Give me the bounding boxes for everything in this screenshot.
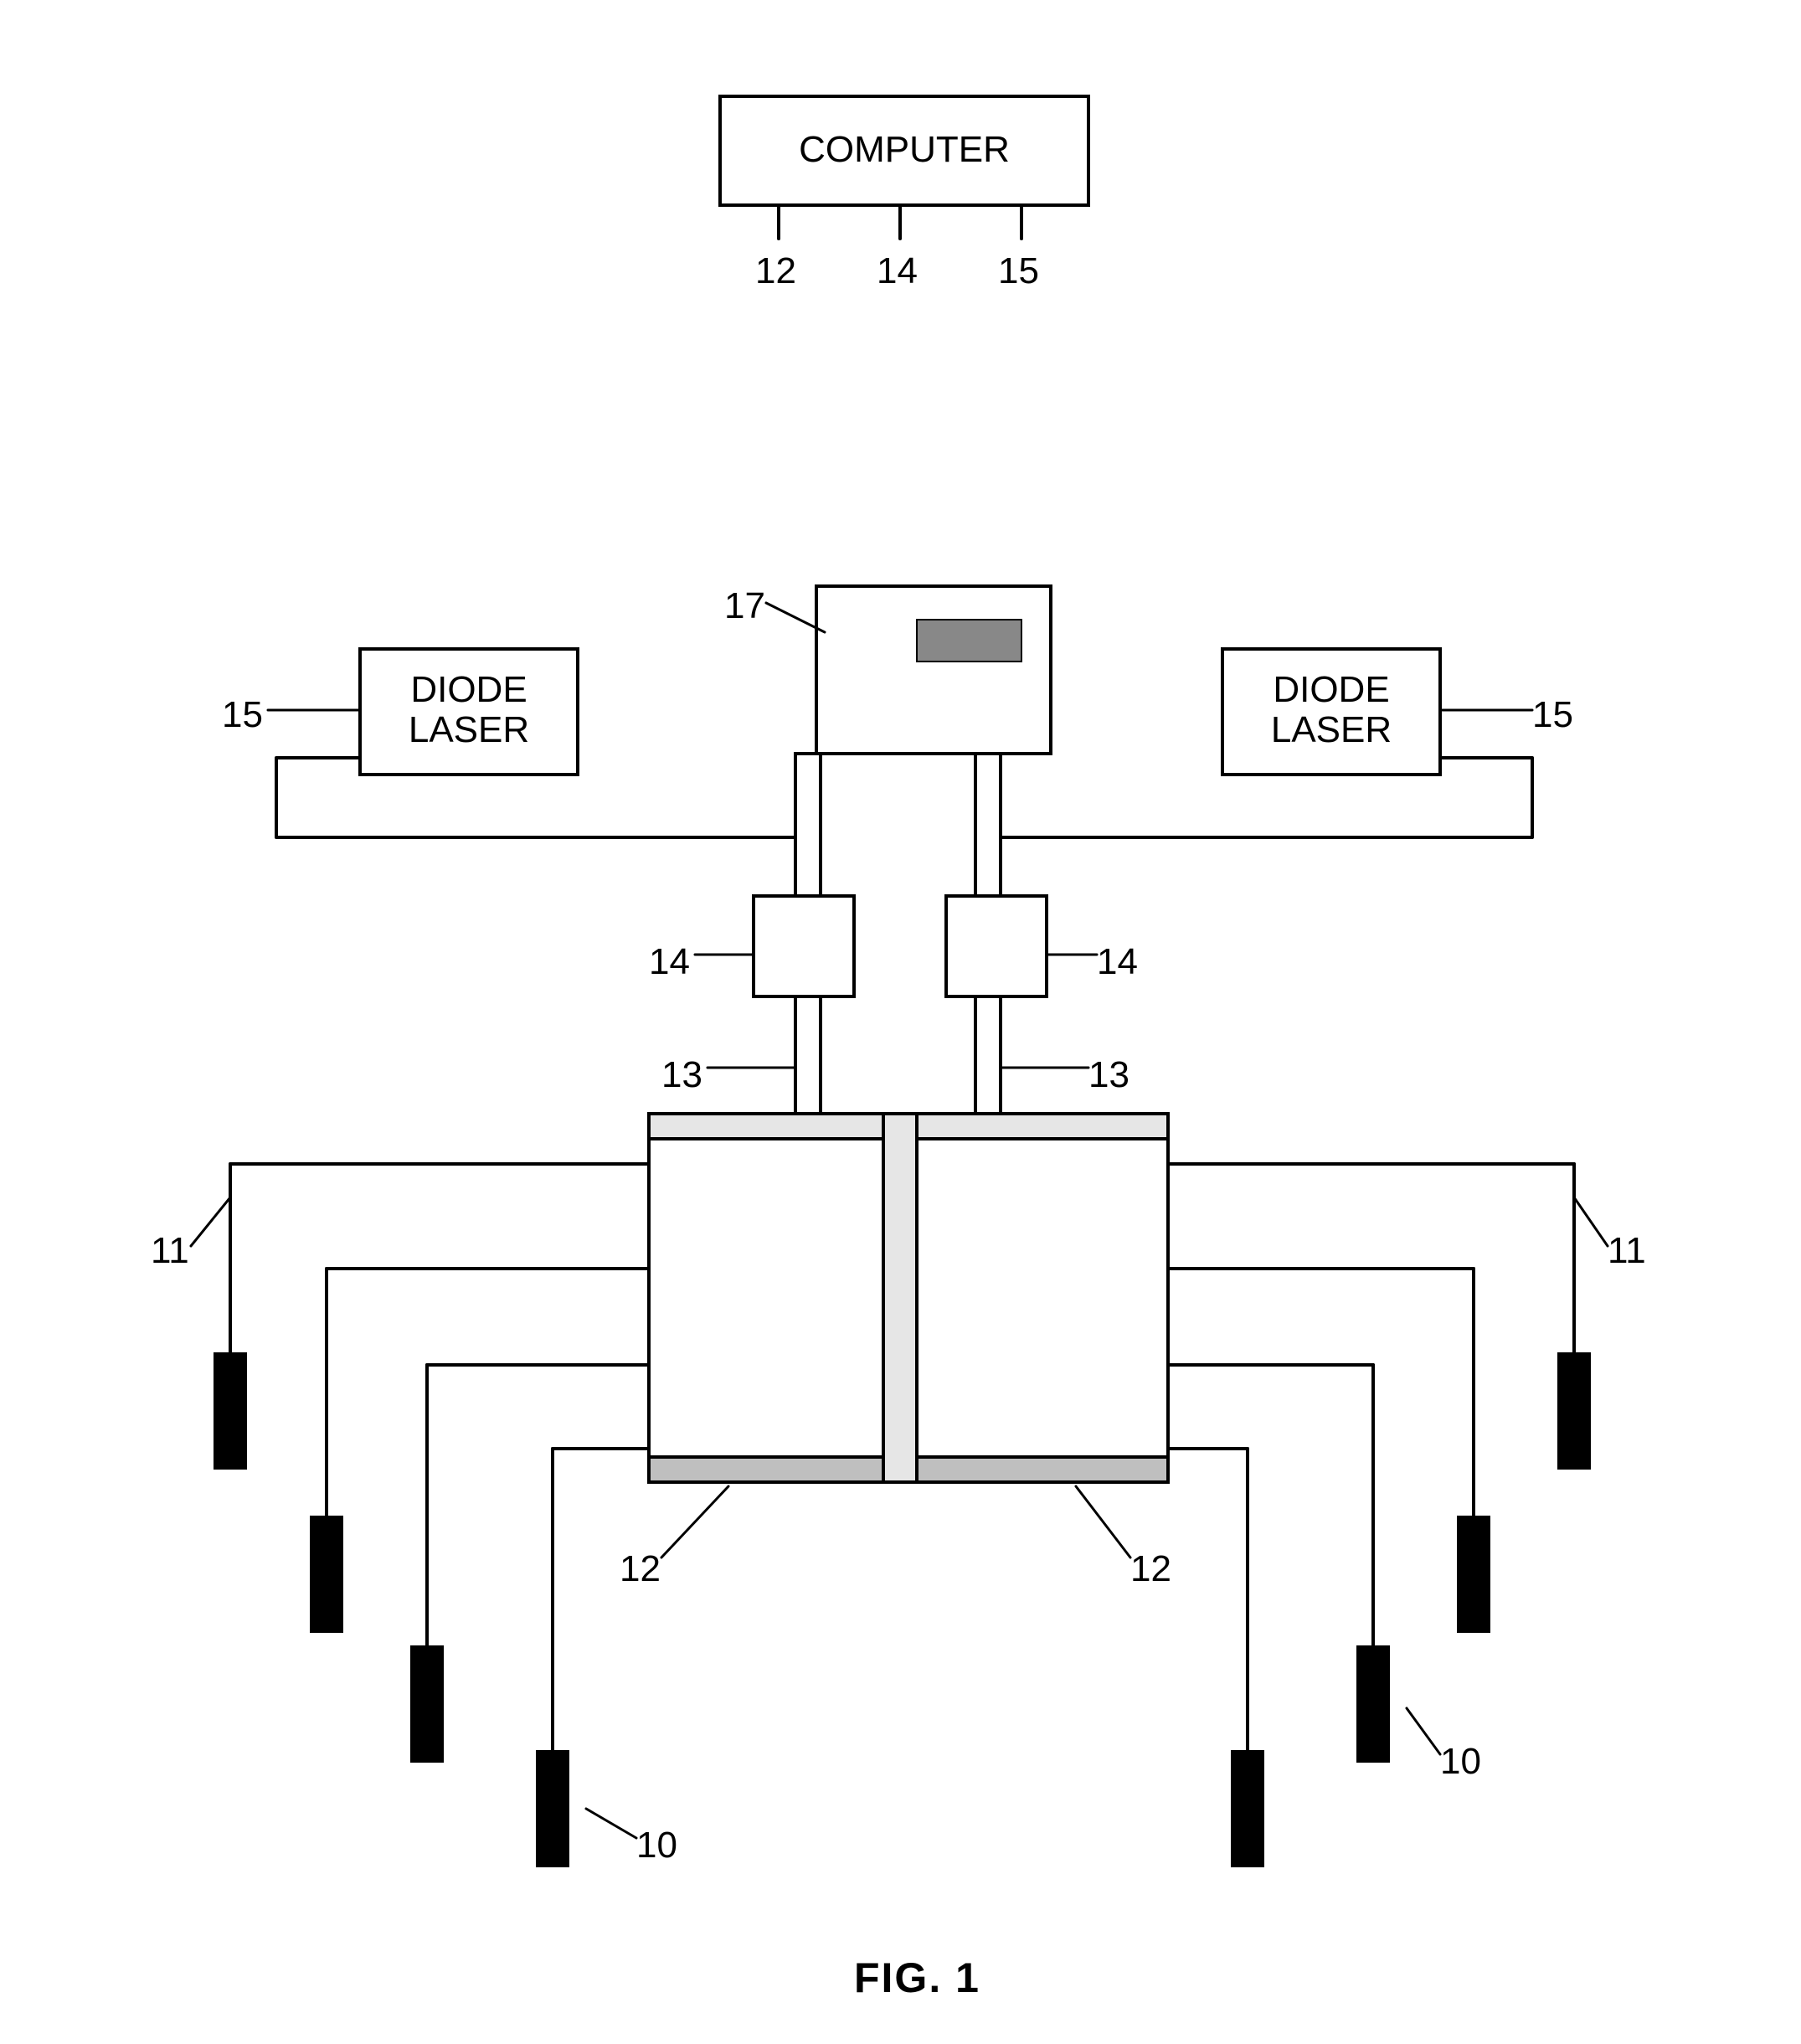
ref-number-12: 12: [620, 1549, 661, 1589]
ref-leader-12: [1076, 1486, 1130, 1557]
ref-leader-10: [586, 1809, 636, 1838]
computer-label: COMPUTER: [720, 130, 1088, 170]
ref-leader-12: [661, 1486, 728, 1557]
diode-laser-label: DIODE LASER: [360, 670, 578, 751]
ref-leader-10: [1407, 1708, 1440, 1754]
probe-right: [1231, 1750, 1264, 1867]
diode-laser-label: DIODE LASER: [1222, 670, 1440, 751]
probe-left: [410, 1645, 444, 1763]
diode-wire-left: [276, 758, 795, 837]
ref-number-12: 12: [1130, 1549, 1171, 1589]
probe-left: [536, 1750, 569, 1867]
probe-left: [214, 1352, 247, 1470]
ref-number-14: 14: [649, 942, 690, 982]
computer-tick-label: 14: [877, 251, 918, 291]
computer-tick-label: 12: [755, 251, 796, 291]
ref-number-17: 17: [724, 586, 765, 626]
ref-number-15: 15: [222, 695, 263, 735]
box-14: [946, 896, 1047, 996]
main-block-center-bar: [883, 1114, 917, 1482]
box-17-window: [917, 620, 1021, 662]
ref-number-13: 13: [1088, 1055, 1129, 1095]
diode-wire-right: [1001, 758, 1532, 837]
ref-number-15: 15: [1532, 695, 1573, 735]
ref-number-13: 13: [661, 1055, 702, 1095]
ref-number-11: 11: [1608, 1231, 1646, 1271]
figure-caption: FIG. 1: [854, 1955, 980, 2001]
probe-right: [1356, 1645, 1390, 1763]
ref-number-11: 11: [151, 1231, 189, 1271]
ref-leader-11: [1574, 1197, 1608, 1246]
ref-number-10: 10: [1440, 1742, 1481, 1782]
box-17: [816, 586, 1051, 754]
probe-right: [1457, 1516, 1490, 1633]
ref-number-14: 14: [1097, 942, 1138, 982]
ref-leader-11: [191, 1197, 230, 1246]
probe-right: [1557, 1352, 1591, 1470]
box-14: [754, 896, 854, 996]
ref-number-10: 10: [636, 1825, 677, 1866]
computer-tick-label: 15: [998, 251, 1039, 291]
probe-left: [310, 1516, 343, 1633]
